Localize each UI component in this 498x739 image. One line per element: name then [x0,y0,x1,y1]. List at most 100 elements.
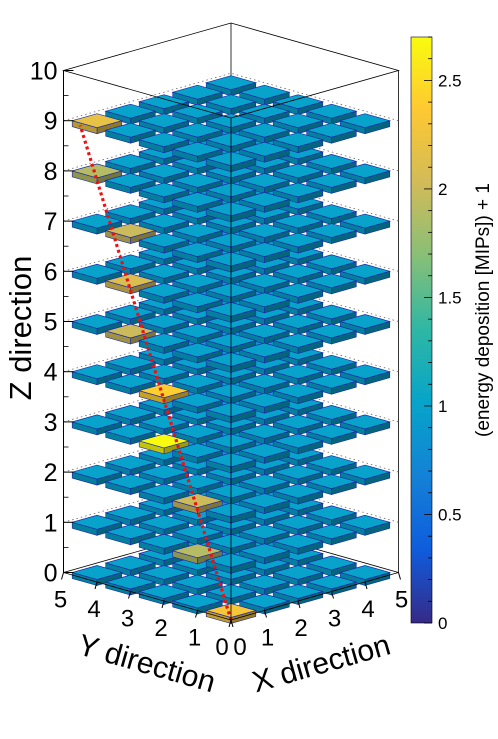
tile [104,524,157,546]
tile [204,75,258,97]
tile-top [104,323,157,339]
tile [171,84,224,106]
tile-top [70,414,124,430]
tile-top [204,75,258,91]
tile [70,364,124,386]
tile [70,263,124,285]
colorbar-ticks: 0 0.5 1 1.5 2 2.5 [424,36,462,633]
tile [271,232,325,254]
tile-top [238,192,291,207]
tile [104,455,157,476]
tile-top [338,314,392,329]
tile [104,354,157,376]
tile [305,405,358,426]
y-tick-mark [228,619,232,628]
particle-track [78,124,233,621]
tile-top [70,464,124,480]
tile-top [171,342,224,358]
tile [137,263,191,285]
z-tick-label: 3 [44,409,58,437]
tile-top [137,464,191,480]
tile [238,392,291,414]
hit-tile [137,383,191,405]
tile-top [271,364,325,380]
tile [271,282,325,304]
tile-top [271,113,325,129]
y-tick-mark [161,600,165,609]
tile [238,292,291,314]
tile-top [271,213,325,229]
frame-top [62,22,400,119]
tile [338,213,392,235]
z-tick-label: 1 [44,509,58,537]
tile [104,204,157,225]
tile-top [70,263,124,279]
z-tick-label: 9 [44,108,58,136]
tile [137,565,191,586]
tile-top [104,455,157,470]
x-tick-label: 1 [261,625,274,652]
tile-top [238,493,291,508]
tile [137,163,191,185]
tile [238,342,291,364]
tile-top [104,524,157,540]
tile-top [238,323,291,339]
tile-top [137,584,191,599]
tile-top [137,533,191,549]
tile [271,483,325,505]
tile [171,392,224,414]
tile-top [137,383,191,399]
tile-top [238,574,291,590]
z-tick-label: 0 [44,560,58,588]
tile-top [271,464,325,480]
tile [104,122,157,144]
tile [104,154,157,175]
tile-top [238,122,291,138]
tile [137,464,191,486]
tile [338,163,392,185]
tile [238,593,291,615]
tile [271,132,325,154]
tile-top [70,314,124,329]
tile-top [104,555,157,571]
tile [171,192,224,213]
tile [271,533,325,555]
tile-top [104,173,157,188]
tile [70,414,124,436]
tile-top [271,584,325,599]
tile-top [338,263,392,279]
tile [137,333,191,354]
tile [104,373,157,395]
tile [171,173,224,194]
y-tick-mark [61,572,64,580]
tile-top [305,103,358,119]
tile [171,593,224,615]
tile-top [305,474,358,489]
tile [171,223,224,244]
tile [271,213,325,235]
tile [238,192,291,213]
tile-top [238,593,291,609]
tile [271,414,325,436]
tile [137,132,191,154]
x-tick-label: 2 [294,615,307,642]
tile-top [271,163,325,179]
tile-top [338,364,392,380]
tile [104,505,157,527]
hit-tile [104,323,157,345]
tile-top [338,213,392,229]
tile [238,373,291,395]
tile-top [305,122,358,138]
tile [271,584,325,605]
tile-top [305,424,358,439]
tile-top [171,122,224,138]
tile-top [171,424,224,439]
tile-top [137,514,191,530]
tile-top [238,141,291,157]
tile [104,103,157,125]
tile-top [271,282,325,298]
tile-top [338,414,392,430]
tile [305,373,358,395]
